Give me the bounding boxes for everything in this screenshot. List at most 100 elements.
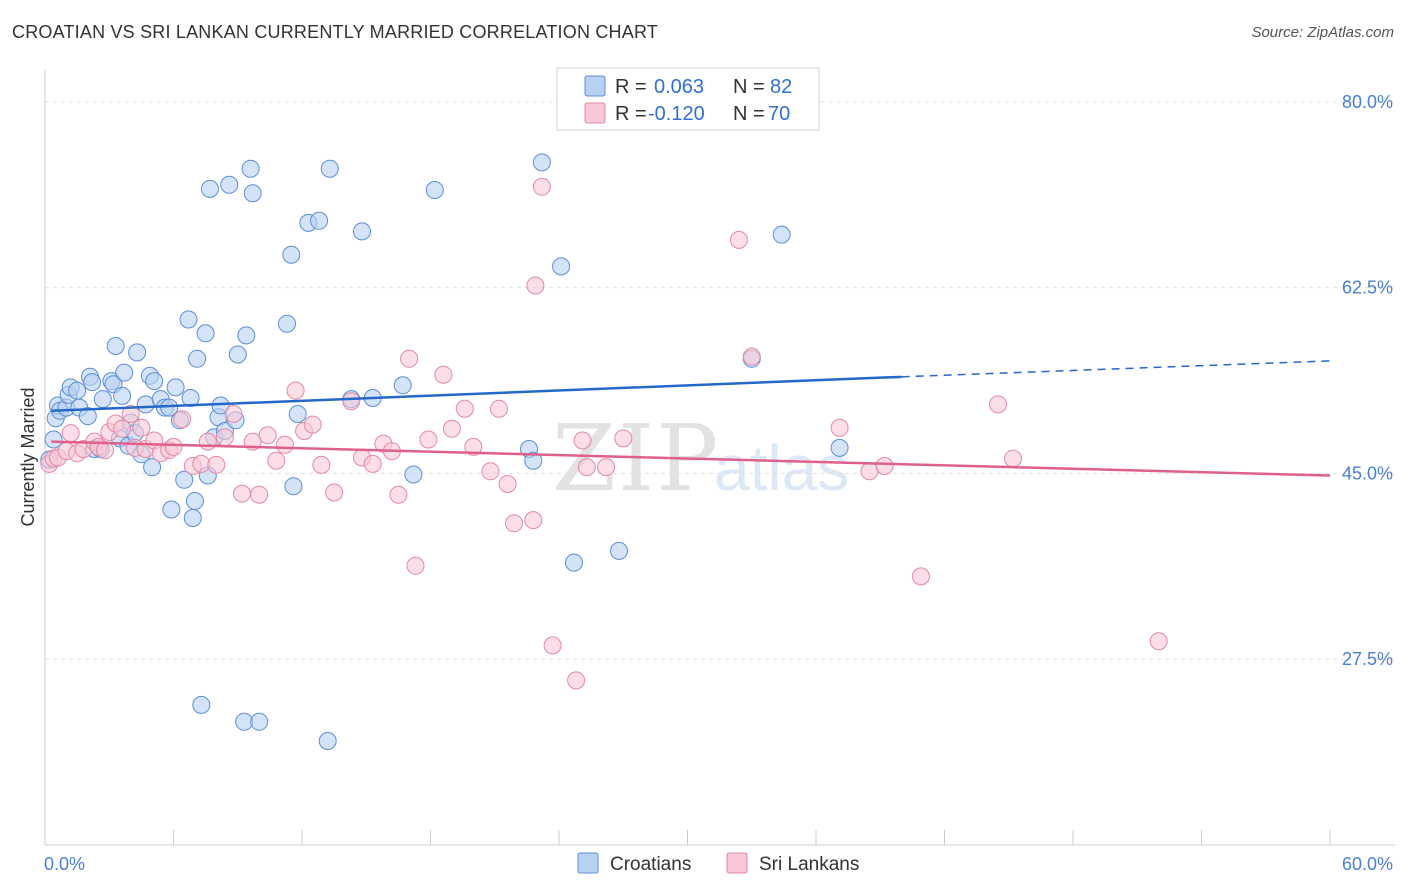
sri-lankans-trend-line: [51, 440, 1331, 477]
croatians-trend-extension: [901, 360, 1331, 378]
sri-lankan-point-9: [96, 441, 114, 460]
croatian-point-68: [353, 222, 371, 241]
sri-lankan-point-61: [573, 431, 592, 450]
correlation-legend: R = 0.063 N = 82 R = -0.120 N = 70: [556, 67, 820, 131]
croatian-point-20: [113, 386, 132, 405]
croatian-point-61: [284, 477, 303, 496]
croatian-point-77: [565, 553, 583, 572]
croatian-point-27: [136, 395, 155, 414]
croatian-point-41: [185, 492, 204, 510]
croatians-trend-line: [51, 375, 902, 413]
croatian-point-42: [188, 349, 207, 368]
sri-lankan-point-51: [464, 437, 483, 456]
croatian-point-29: [143, 458, 162, 477]
sri-lankan-point-68: [911, 567, 930, 586]
croatian-point-30: [145, 372, 164, 391]
series-legend: Croatians Sri Lankans: [577, 852, 859, 875]
croatian-point-44: [196, 324, 215, 343]
croatian-point-15: [93, 390, 112, 409]
croatian-point-70: [393, 376, 412, 395]
legend-croatians-label: Croatians: [610, 854, 691, 875]
sri-lankan-point-12: [113, 419, 132, 438]
legend-blue-r-value: 0.063: [654, 76, 704, 98]
croatian-point-21: [115, 363, 134, 382]
legend-sri-lankans-label: Sri Lankans: [759, 854, 859, 875]
sri-lankan-point-50: [455, 399, 474, 418]
legend-croatians-swatch: [577, 852, 599, 874]
sri-lankan-point-46: [406, 556, 425, 575]
croatian-point-37: [175, 470, 194, 489]
sri-lankan-point-62: [577, 458, 596, 477]
tick-labels: 80.0% 62.5% 45.0% 27.5% 0.0% 60.0%: [44, 92, 1393, 874]
y-tick-label-2: 45.0%: [1342, 463, 1393, 483]
sri-lankan-point-67: [830, 418, 849, 437]
y-axis-title: Currently Married: [18, 387, 38, 526]
legend-pink-n-label: N =: [733, 103, 765, 125]
sri-lankan-point-30: [250, 485, 269, 504]
croatian-point-8: [68, 381, 87, 400]
chart-title: CROATIAN VS SRI LANKAN CURRENTLY MARRIED…: [12, 22, 659, 42]
croatian-point-39: [181, 389, 200, 407]
legend-pink-n-value: 70: [768, 103, 790, 125]
croatian-point-65: [318, 732, 337, 750]
legend-swatch-blue: [584, 75, 606, 97]
x-tick-label-max: 60.0%: [1342, 854, 1393, 874]
legend-blue-r-label: R =: [615, 76, 647, 98]
croatian-point-62: [288, 405, 307, 423]
sri-lankans-points: [40, 177, 1168, 690]
croatian-point-25: [128, 343, 147, 362]
croatian-point-40: [183, 509, 202, 527]
sri-lankan-point-15: [132, 418, 151, 437]
legend-swatch-pink: [584, 102, 606, 124]
croatian-point-10: [78, 407, 97, 426]
sri-lankan-point-52: [481, 462, 500, 481]
sri-lankan-point-53: [490, 399, 508, 418]
sri-lankan-point-41: [363, 454, 382, 473]
sri-lankan-point-48: [434, 365, 453, 384]
gridlines: [45, 101, 1395, 660]
sri-lankan-point-70: [989, 395, 1007, 414]
sri-lankan-point-65: [729, 230, 748, 249]
sri-lankan-point-66: [742, 347, 761, 366]
croatian-point-53: [228, 345, 247, 364]
croatian-point-38: [179, 310, 198, 329]
sri-lankan-point-59: [543, 636, 562, 655]
croatian-point-55: [237, 326, 256, 345]
sri-lankan-point-34: [286, 381, 305, 400]
source-label: Source: ZipAtlas.com: [1251, 24, 1394, 41]
croatian-point-12: [83, 373, 102, 392]
sri-lankan-point-54: [498, 475, 517, 493]
sri-lankan-point-37: [312, 455, 331, 474]
legend-blue-n-label: N =: [733, 76, 765, 98]
croatian-point-1: [44, 430, 63, 449]
croatian-point-56: [241, 159, 260, 178]
sri-lankan-point-26: [215, 428, 234, 447]
croatian-point-58: [250, 712, 269, 731]
croatian-point-64: [310, 211, 329, 230]
sri-lankan-point-49: [442, 419, 461, 438]
sri-lankan-point-25: [207, 455, 226, 474]
sri-lankan-point-20: [164, 437, 183, 456]
sri-lankan-point-44: [389, 485, 408, 504]
sri-lankan-point-33: [275, 435, 294, 454]
croatian-point-54: [235, 712, 254, 731]
croatian-point-46: [200, 179, 219, 198]
sri-lankan-point-23: [192, 454, 211, 473]
croatian-point-59: [278, 314, 296, 333]
sri-lankan-point-31: [258, 426, 277, 445]
x-tick-label-min: 0.0%: [44, 854, 85, 874]
croatian-point-71: [404, 465, 423, 484]
sri-lankan-point-63: [597, 458, 616, 477]
y-tick-label-0: 80.0%: [1342, 92, 1393, 112]
sri-lankan-point-38: [325, 483, 344, 502]
sri-lankan-point-24: [198, 432, 217, 451]
croatian-point-72: [425, 181, 444, 199]
croatian-point-76: [552, 257, 571, 276]
croatian-point-80: [772, 225, 791, 244]
croatian-point-81: [830, 438, 849, 457]
sri-lankan-point-28: [233, 484, 251, 503]
sri-lankan-point-73: [875, 457, 894, 475]
croatian-point-75: [532, 153, 551, 172]
croatian-point-51: [220, 175, 239, 194]
